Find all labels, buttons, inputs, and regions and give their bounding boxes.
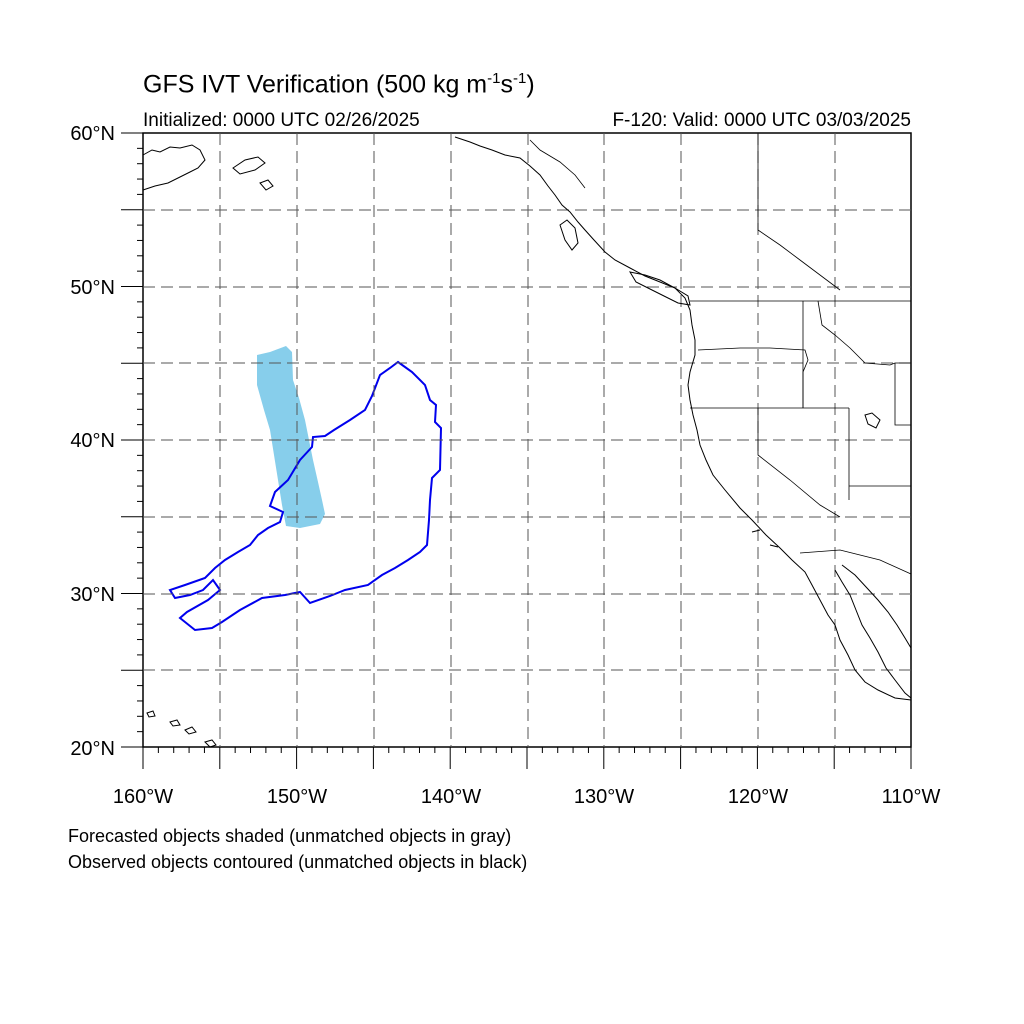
lat-label-20n: 20°N xyxy=(70,738,115,760)
mexico-border xyxy=(799,549,912,575)
montana-idaho-border xyxy=(817,300,911,366)
lon-label-120w: 120°W xyxy=(727,786,789,808)
lon-label-130w: 130°W xyxy=(573,786,635,808)
gridlines xyxy=(143,133,911,747)
haida-gwaii xyxy=(559,219,579,251)
kodiak-island xyxy=(232,156,266,175)
forecast-ivt-object xyxy=(257,346,325,528)
observed-ivt-contour xyxy=(168,360,443,632)
valid-time-label: F-120: Valid: 0000 UTC 03/03/2025 xyxy=(612,110,911,131)
lon-label-110w: 110°W xyxy=(881,786,941,808)
california-nevada-border xyxy=(757,408,841,518)
gulf-of-alaska-coast xyxy=(454,136,912,701)
baja-peninsula xyxy=(834,569,912,699)
hawaii-oahu xyxy=(169,719,181,727)
lon-label-140w: 140°W xyxy=(420,786,482,808)
great-salt-lake xyxy=(864,412,881,429)
alaska-coast xyxy=(142,144,206,191)
footer-forecast-note: Forecasted objects shaded (unmatched obj… xyxy=(68,826,512,846)
oregon-north-border xyxy=(697,347,809,408)
coastlines xyxy=(142,136,912,748)
axis-ticks xyxy=(121,132,912,769)
initialized-label: Initialized: 0000 UTC 02/26/2025 xyxy=(143,110,420,131)
vancouver-island xyxy=(628,271,691,306)
lon-label-160w: 160°W xyxy=(112,786,174,808)
channel-islands xyxy=(751,529,779,548)
lat-label-40n: 40°N xyxy=(70,430,115,452)
hawaii-maui xyxy=(184,726,197,735)
hawaii-big-island xyxy=(204,739,217,748)
lat-label-60n: 60°N xyxy=(70,123,115,145)
lat-label-30n: 30°N xyxy=(70,584,115,606)
canadian-province-border xyxy=(757,133,841,291)
kenai-coast xyxy=(259,179,274,191)
wyoming-border xyxy=(894,363,911,426)
alaska-canada-border xyxy=(529,139,586,189)
lat-label-50n: 50°N xyxy=(70,277,115,299)
lon-label-150w: 150°W xyxy=(266,786,328,808)
footer-observed-note: Observed objects contoured (unmatched ob… xyxy=(68,852,528,872)
map-title: GFS IVT Verification (500 kg m-1s-1) xyxy=(143,70,535,99)
hawaii-kauai xyxy=(146,710,156,718)
gulf-of-california xyxy=(841,564,912,649)
political-borders xyxy=(529,133,912,575)
